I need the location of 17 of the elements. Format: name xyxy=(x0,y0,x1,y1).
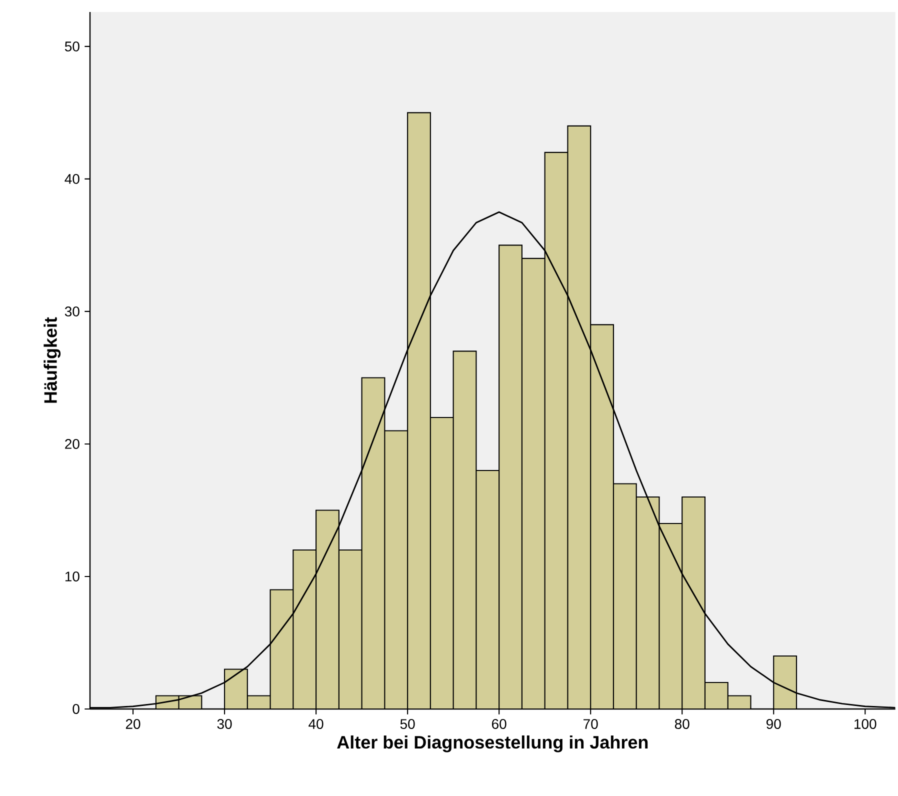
y-tick-label: 0 xyxy=(72,704,80,714)
x-tick-label: 50 xyxy=(400,719,415,729)
x-tick-label: 80 xyxy=(674,719,690,729)
y-tick-label: 40 xyxy=(64,174,80,184)
x-tick-label: 90 xyxy=(766,719,781,729)
x-tick-label: 30 xyxy=(217,719,232,729)
y-tick-label: 10 xyxy=(65,572,80,582)
y-tick-label: 20 xyxy=(65,439,80,449)
y-axis-title: Häufigkeit xyxy=(44,317,61,403)
x-axis-title: Alter bei Diagnosestellung in Jahren xyxy=(337,735,648,752)
x-tick-label: 40 xyxy=(308,719,324,729)
x-tick-label: 20 xyxy=(126,719,140,729)
x-tick-label: 70 xyxy=(584,719,598,729)
y-tick-label: 50 xyxy=(64,42,80,52)
x-tick-label: 60 xyxy=(492,719,506,729)
x-tick-label: 100 xyxy=(854,719,876,729)
y-tick-label: 30 xyxy=(64,306,80,316)
